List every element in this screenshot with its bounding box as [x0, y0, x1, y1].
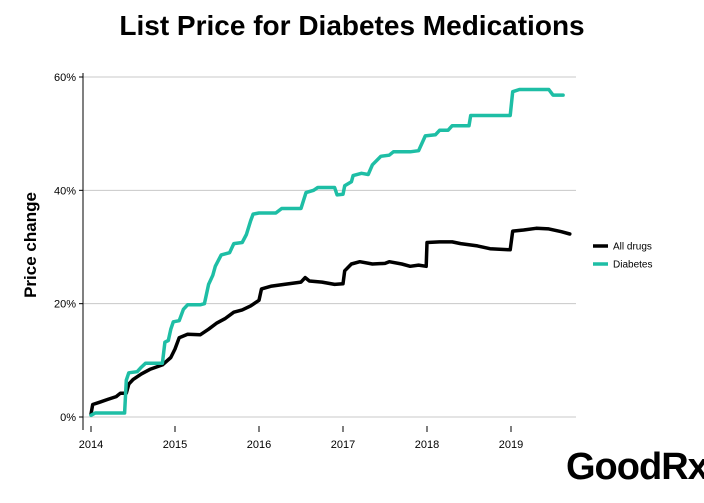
x-tick-label-4: 2018 — [415, 439, 439, 451]
tick-labels: 0% 20% 40% 60% 2014 2015 2016 2017 2018 2019 — [54, 72, 523, 451]
y-tick-label-2: 40% — [54, 185, 76, 197]
gridlines — [83, 76, 576, 418]
legend-label-1: Diabetes — [613, 260, 652, 271]
goodrx-logo: GoodRx — [566, 446, 704, 488]
chart-title: List Price for Diabetes Medications — [119, 10, 585, 41]
x-tick-label-2: 2016 — [247, 439, 271, 451]
x-tick-label-0: 2014 — [79, 439, 103, 451]
series-line-diabetes — [89, 87, 565, 418]
x-tick-label-5: 2019 — [499, 439, 523, 451]
axes — [79, 73, 512, 432]
y-axis-title: Price change — [21, 192, 40, 298]
y-tick-label-1: 20% — [54, 299, 76, 311]
x-tick-label-1: 2015 — [163, 439, 187, 451]
y-tick-label-3: 60% — [54, 72, 76, 84]
legend-label-0: All drugs — [613, 242, 652, 253]
y-tick-label-0: 0% — [60, 412, 76, 424]
legend: All drugs Diabetes — [593, 242, 652, 271]
series-line-all-drugs — [89, 226, 572, 416]
series-lines — [89, 87, 572, 418]
x-tick-label-3: 2017 — [331, 439, 355, 451]
